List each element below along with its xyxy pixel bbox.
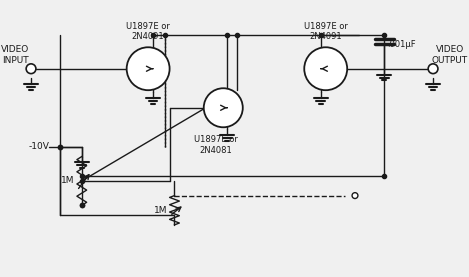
- Circle shape: [352, 193, 358, 199]
- Text: -10V: -10V: [29, 142, 49, 151]
- Text: .001μF: .001μF: [387, 40, 416, 49]
- Text: VIDEO
INPUT: VIDEO INPUT: [1, 45, 30, 65]
- Circle shape: [304, 47, 347, 90]
- Text: U1897E or
2N4091: U1897E or 2N4091: [304, 22, 348, 41]
- Circle shape: [428, 64, 438, 74]
- Circle shape: [204, 88, 243, 127]
- Text: 1M: 1M: [61, 176, 75, 185]
- Text: VIDEO
OUTPUT: VIDEO OUTPUT: [431, 45, 468, 65]
- Text: 1M: 1M: [154, 206, 167, 215]
- Circle shape: [26, 64, 36, 74]
- Circle shape: [127, 47, 170, 90]
- Text: U1897E or
2N4091: U1897E or 2N4091: [126, 22, 170, 41]
- Text: U1897E or
2N4081: U1897E or 2N4081: [194, 135, 237, 155]
